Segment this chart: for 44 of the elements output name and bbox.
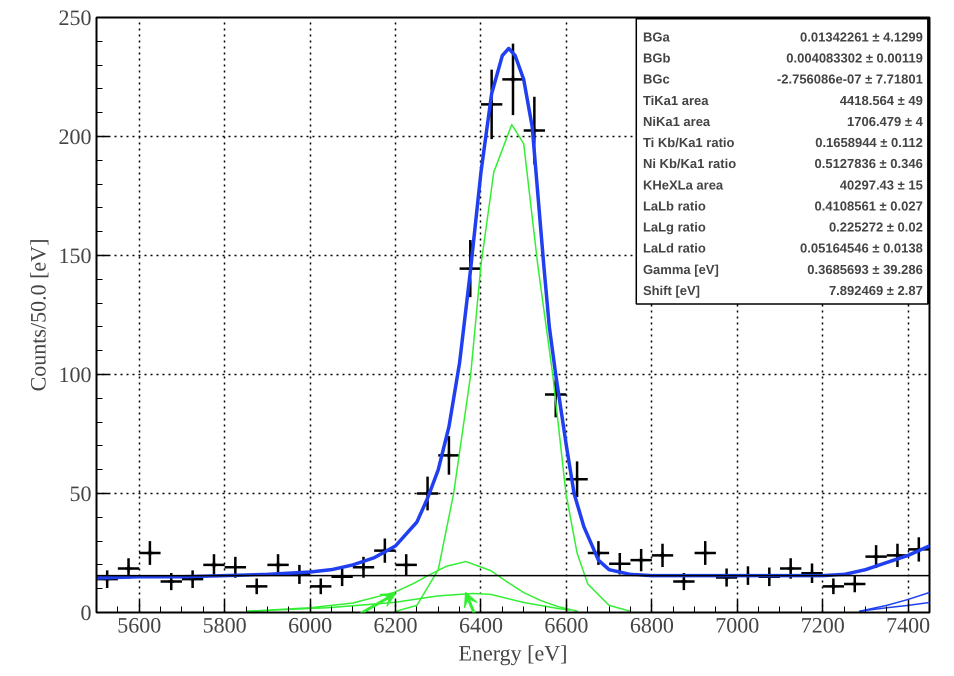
x-tick-label: 7000: [715, 612, 760, 638]
y-tick-label: 200: [58, 124, 92, 149]
annotation: 0.3685693 ± 39.286: [807, 262, 923, 277]
y-tick-label: 250: [58, 5, 92, 30]
y-tick-label: 0: [80, 600, 92, 625]
x-tick-label: 6200: [374, 612, 418, 638]
x-tick-label: 5600: [117, 612, 162, 638]
annotation: 0.1658944 ± 0.112: [815, 135, 923, 150]
annotation: 0.4108561 ± 0.027: [814, 198, 923, 214]
annotation: 0.01342261 ± 4.1299: [800, 29, 923, 44]
annotation: Shift [eV]: [642, 282, 700, 298]
annotation: LaLd ratio: [642, 240, 706, 256]
annotation: LaLg ratio: [642, 220, 706, 235]
annotation: 0.05164546 ± 0.0138: [800, 240, 923, 256]
annotation: BGa: [642, 29, 670, 44]
annotation: 7.892469 ± 2.87: [828, 282, 923, 298]
y-tick-label: 150: [58, 243, 92, 268]
x-axis-title: Energy [eV]: [458, 640, 568, 666]
x-tick-label: 6000: [288, 612, 332, 638]
annotation: 0.004083302 ± 0.00119: [786, 50, 923, 66]
x-tick-label: 5800: [202, 612, 247, 638]
annotation: TiKa1 area: [642, 92, 710, 108]
annotation: LaLb ratio: [642, 198, 706, 214]
annotation: KHeXLa area: [642, 177, 724, 192]
annotation: -2.756086e-07 ± 7.71801: [776, 72, 923, 87]
annotation: 40297.43 ± 15: [840, 177, 923, 192]
y-tick-label: 100: [58, 362, 92, 387]
annotation: Ti Kb/Ka1 ratio: [642, 135, 735, 150]
x-tick-label: 6600: [544, 612, 588, 638]
x-tick-label: 7400: [886, 612, 930, 638]
annotation: 1706.479 ± 4: [847, 114, 924, 129]
x-tick-label: 7200: [800, 612, 845, 638]
annotation: BGc: [642, 72, 670, 87]
annotation: BGb: [642, 50, 670, 66]
annotation: 4418.564 ± 49: [840, 92, 923, 108]
annotation: 0.225272 ± 0.02: [828, 220, 923, 235]
x-tick-label: 6400: [458, 612, 503, 638]
annotation: Gamma [eV]: [642, 262, 719, 277]
y-tick-label: 50: [70, 481, 92, 506]
y-axis-title: Counts/50.0 [eV]: [26, 238, 50, 392]
annotation: NiKa1 area: [642, 114, 711, 129]
x-tick-label: 6800: [630, 612, 674, 638]
annotation: 0.5127836 ± 0.346: [814, 156, 923, 172]
annotation: Ni Kb/Ka1 ratio: [642, 156, 736, 172]
